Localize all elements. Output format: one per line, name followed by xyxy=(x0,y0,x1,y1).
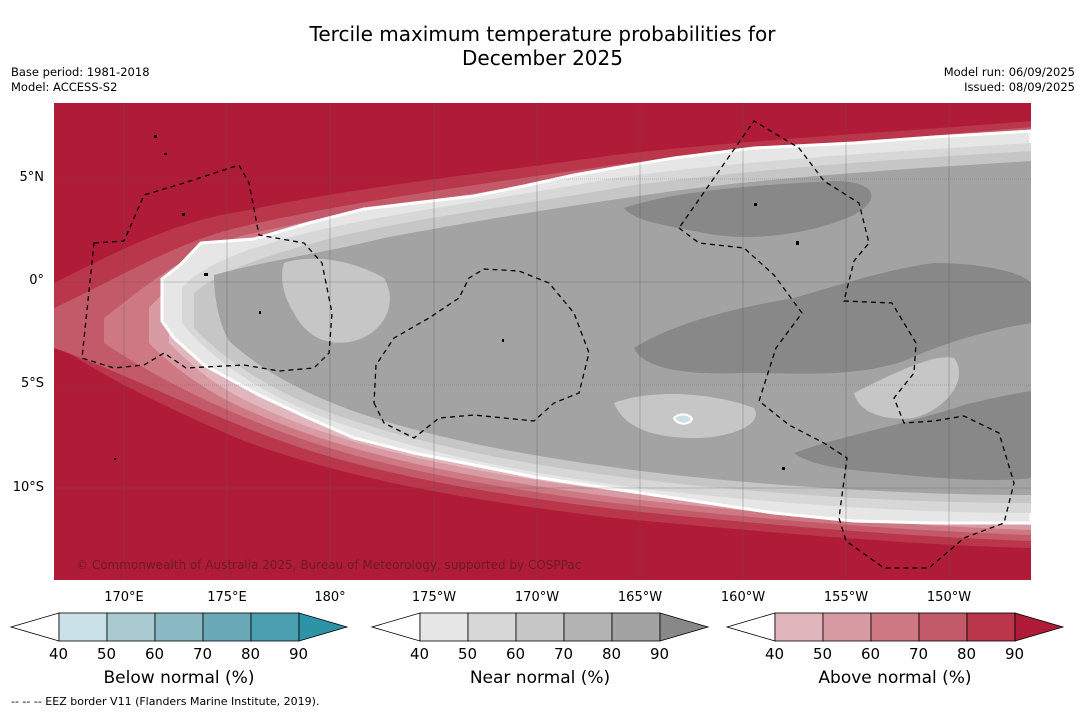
near-normal-60-patch xyxy=(282,258,390,343)
near-normal-90-region-south xyxy=(794,391,1031,481)
colorbars xyxy=(9,612,1065,642)
near-tick-90: 90 xyxy=(650,645,670,663)
colorbar-above-segment xyxy=(966,612,1016,642)
lon-label-165w: 165°W xyxy=(617,590,663,605)
near-tick-80: 80 xyxy=(602,645,622,663)
lon-label-150w: 150°W xyxy=(926,590,972,605)
below-tick-80: 80 xyxy=(241,645,261,663)
lat-label-5n: 5°N xyxy=(19,170,45,185)
colorbar-near-segment xyxy=(419,612,469,642)
colorbar-near-segment xyxy=(515,612,565,642)
colorbar-title-below: Below normal (%) xyxy=(103,668,255,688)
island-marker xyxy=(754,203,757,206)
colorbar-near-extend-low xyxy=(370,612,421,642)
eez-footnote: -- -- -- EEZ border V11 (Flanders Marine… xyxy=(11,695,320,708)
colorbar-above-segment xyxy=(822,612,872,642)
eez-borders xyxy=(81,120,1015,569)
map-title: Tercile maximum temperature probabilitie… xyxy=(0,22,1085,70)
colorbar-above-segment xyxy=(870,612,920,642)
island-marker xyxy=(204,273,208,276)
colorbar-above-normal xyxy=(725,612,1065,642)
lon-label-170e: 170°E xyxy=(104,590,144,605)
copyright-notice: © Commonwealth of Australia 2025, Bureau… xyxy=(76,558,582,572)
lon-label-175w: 175°W xyxy=(411,590,457,605)
lat-label-10s: 10°S xyxy=(12,480,44,495)
below-normal-40-patch xyxy=(672,413,694,425)
island-markers xyxy=(114,135,799,470)
island-marker xyxy=(796,241,799,245)
near-normal-60-patch-east xyxy=(854,357,960,419)
island-marker xyxy=(259,311,261,314)
above-tick-80: 80 xyxy=(957,645,977,663)
island-marker xyxy=(164,153,167,155)
near-tick-40: 40 xyxy=(410,645,430,663)
colorbar-above-segment xyxy=(918,612,968,642)
colorbar-above-segment xyxy=(774,612,824,642)
lon-label-160w: 160°W xyxy=(720,590,766,605)
colorbar-below-segment xyxy=(154,612,204,642)
title-line-2: December 2025 xyxy=(462,46,623,70)
graticule xyxy=(54,103,1031,580)
near-tick-60: 60 xyxy=(506,645,526,663)
colorbar-below-extend-high xyxy=(298,612,349,642)
meta-left: Base period: 1981-2018 Model: ACCESS-S2 xyxy=(11,65,150,95)
near-normal-90-region-central xyxy=(634,263,1031,374)
colorbar-near-extend-high xyxy=(659,612,710,642)
lon-label-155w: 155°W xyxy=(823,590,869,605)
colorbar-below-segment xyxy=(58,612,108,642)
colorbar-above-extend-high xyxy=(1014,612,1065,642)
lat-label-5s: 5°S xyxy=(20,376,44,391)
lon-label-170w: 170°W xyxy=(514,590,560,605)
base-period: Base period: 1981-2018 xyxy=(11,65,150,79)
near-tick-70: 70 xyxy=(554,645,574,663)
lat-label-0: 0° xyxy=(29,273,44,288)
below-tick-90: 90 xyxy=(289,645,309,663)
colorbar-near-segment xyxy=(467,612,517,642)
island-marker xyxy=(782,467,785,470)
below-tick-50: 50 xyxy=(97,645,117,663)
lon-label-175e: 175°E xyxy=(207,590,247,605)
model-run: Model run: 06/09/2025 xyxy=(943,65,1075,79)
above-tick-90: 90 xyxy=(1005,645,1025,663)
eez-border-kiribati-line xyxy=(678,120,1015,569)
below-tick-70: 70 xyxy=(193,645,213,663)
colorbar-near-normal xyxy=(370,612,710,642)
lon-label-180: 180° xyxy=(314,590,346,605)
below-tick-40: 40 xyxy=(49,645,69,663)
above-tick-70: 70 xyxy=(909,645,929,663)
colorbar-title-above: Above normal (%) xyxy=(818,668,972,688)
issued-date: Issued: 08/09/2025 xyxy=(964,80,1075,94)
near-normal-90-region-north xyxy=(624,181,872,237)
probability-map xyxy=(54,103,1031,580)
above-tick-60: 60 xyxy=(861,645,881,663)
colorbar-below-normal xyxy=(9,612,349,642)
meta-right: Model run: 06/09/2025 Issued: 08/09/2025 xyxy=(944,65,1075,95)
island-marker xyxy=(182,213,185,216)
below-tick-60: 60 xyxy=(145,645,165,663)
colorbar-below-extend-low xyxy=(9,612,60,642)
near-normal-80-region xyxy=(214,161,1031,495)
model-name: Model: ACCESS-S2 xyxy=(11,80,118,94)
title-line-1: Tercile maximum temperature probabilitie… xyxy=(309,22,776,46)
colorbar-below-segment xyxy=(202,612,252,642)
island-marker xyxy=(154,135,157,138)
above-tick-40: 40 xyxy=(765,645,785,663)
eez-border-tuvalu xyxy=(81,164,333,372)
island-marker xyxy=(114,458,116,460)
colorbar-below-segment xyxy=(106,612,156,642)
colorbar-below-segment xyxy=(250,612,300,642)
above-tick-50: 50 xyxy=(813,645,833,663)
near-tick-50: 50 xyxy=(458,645,478,663)
colorbar-near-segment xyxy=(611,612,661,642)
island-marker xyxy=(502,339,504,342)
colorbar-title-near: Near normal (%) xyxy=(469,668,611,688)
colorbar-above-extend-low xyxy=(725,612,776,642)
colorbar-near-segment xyxy=(563,612,613,642)
